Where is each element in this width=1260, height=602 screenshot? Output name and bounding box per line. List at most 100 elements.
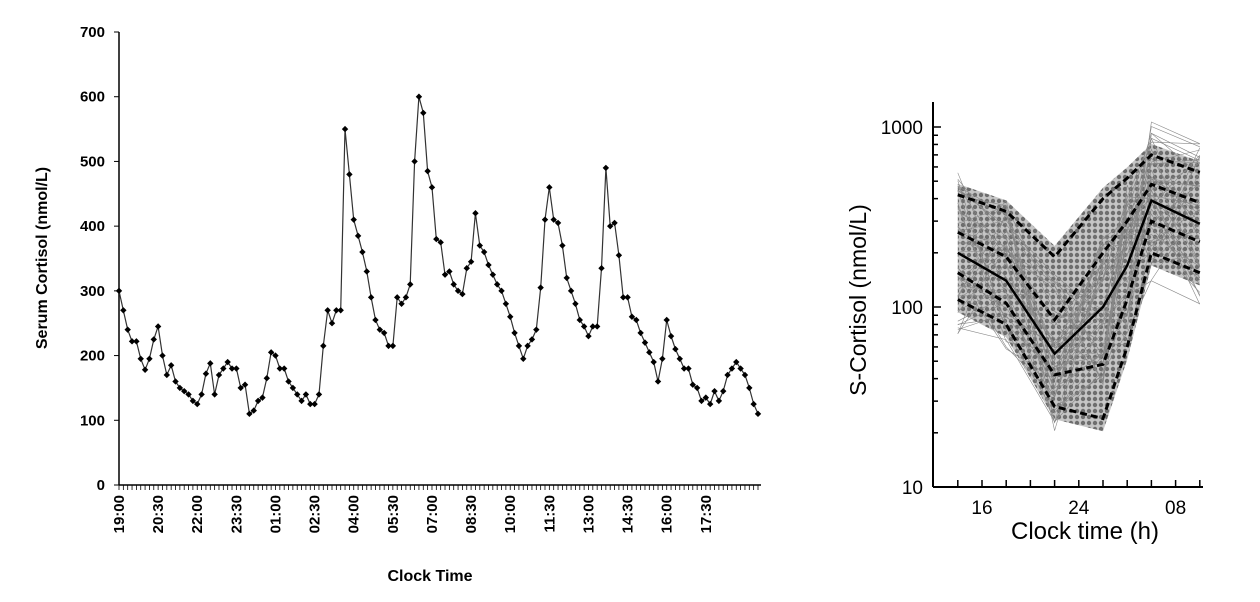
subject-line [957, 162, 1200, 349]
data-point [698, 397, 705, 405]
data-point [463, 265, 470, 272]
data-point [359, 248, 366, 256]
data-point [589, 323, 597, 330]
right-y-axis-title: S-Cortisol (nmol/L) [845, 204, 871, 396]
data-point [633, 316, 640, 324]
data-point [502, 300, 510, 307]
subject-line [957, 195, 1200, 306]
data-point [454, 287, 462, 295]
subject-line [957, 180, 1200, 298]
series-upper-outer-percentile [957, 153, 1201, 260]
data-point [685, 365, 692, 372]
data-point [115, 287, 123, 295]
data-point [598, 265, 605, 272]
data-point [585, 332, 592, 340]
subject-line [957, 172, 1201, 327]
data-point [607, 222, 614, 230]
data-point [754, 410, 762, 418]
data-point [128, 338, 136, 345]
x-tick-label: 16 [971, 498, 992, 519]
data-point [302, 391, 310, 398]
x-tick-label: 20:30 [150, 495, 167, 533]
subject-line [957, 180, 1200, 414]
data-point [120, 307, 127, 314]
data-point [411, 158, 418, 165]
subject-line [957, 169, 1201, 399]
x-tick-label: 24 [1068, 498, 1090, 519]
data-point [689, 381, 696, 388]
series-lower-outer-percentile [957, 250, 1201, 421]
data-point [511, 329, 518, 337]
data-point [428, 184, 436, 191]
data-point [250, 407, 257, 414]
left-x-axis-title: Clock Time [387, 568, 472, 585]
data-point [728, 365, 736, 372]
data-point [276, 365, 284, 372]
data-point [320, 342, 327, 350]
data-point [702, 394, 710, 401]
data-point [307, 400, 314, 408]
data-point [546, 184, 553, 191]
data-point [724, 371, 731, 379]
data-point [337, 307, 344, 314]
x-tick-label: 01:00 [267, 495, 284, 533]
data-point [228, 365, 236, 372]
data-point [241, 381, 249, 388]
data-point [198, 391, 205, 398]
data-point [433, 235, 440, 243]
data-point [659, 355, 666, 363]
x-tick-label: 22:00 [189, 495, 206, 533]
data-point [189, 397, 197, 405]
data-point [637, 329, 644, 337]
data-point [137, 355, 144, 363]
data-point [237, 384, 244, 392]
data-point [737, 365, 744, 372]
data-point [367, 294, 375, 301]
x-tick-label: 07:00 [424, 495, 441, 533]
data-point [489, 271, 497, 278]
data-point [324, 307, 331, 314]
data-point [389, 342, 397, 350]
data-point [185, 391, 192, 398]
x-tick-label: 16:00 [659, 495, 676, 533]
data-point [620, 294, 627, 301]
data-point [133, 338, 140, 345]
data-point [680, 365, 688, 372]
data-point [272, 352, 279, 359]
y-tick-label: 100 [891, 298, 923, 319]
subject-line [957, 149, 1200, 380]
data-point [676, 355, 683, 363]
data-point [146, 355, 153, 363]
data-point [394, 294, 401, 301]
data-point [341, 125, 349, 133]
data-point [263, 375, 270, 382]
data-point [385, 342, 392, 350]
data-point [424, 167, 431, 175]
data-point [641, 339, 649, 346]
data-point [207, 360, 214, 367]
data-point [259, 394, 266, 401]
data-point [181, 387, 188, 395]
data-point [746, 384, 753, 392]
data-point [159, 352, 166, 359]
data-point [693, 384, 701, 392]
subject-line [957, 196, 1201, 365]
subject-line [957, 206, 1201, 423]
data-point [350, 216, 357, 223]
data-point [576, 316, 583, 324]
x-tick-label: 14:30 [620, 495, 637, 533]
y-tick-label: 300 [80, 283, 105, 300]
data-point [150, 336, 157, 343]
y-tick-label: 100 [80, 412, 105, 429]
y-tick-label: 400 [80, 218, 105, 235]
subject-line [957, 176, 1200, 408]
x-tick-label: 13:00 [580, 495, 597, 533]
subject-line [957, 187, 1200, 381]
serum-cortisol-chart: 0 100 200 300 400 500 600 700 19:00 20:30 22:00 23:… [80, 24, 762, 533]
data-point [220, 365, 227, 372]
data-point [328, 320, 336, 327]
data-point [267, 349, 275, 356]
data-point [672, 345, 679, 353]
data-point [537, 284, 544, 291]
